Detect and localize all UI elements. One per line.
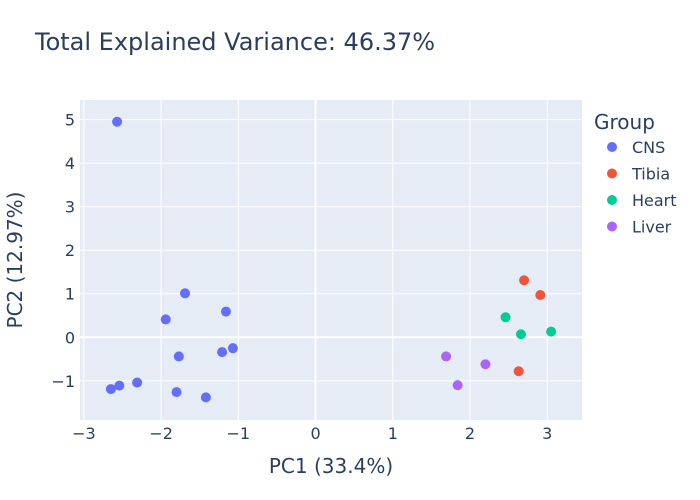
legend-marker	[607, 168, 617, 179]
legend-item-tibia[interactable]: Tibia	[607, 165, 670, 184]
point-liver[interactable]	[452, 380, 463, 391]
point-cns[interactable]	[171, 387, 182, 398]
y-tick-label: 1	[65, 285, 75, 304]
legend-marker	[607, 142, 617, 152]
legend-item-heart[interactable]: Heart	[607, 191, 677, 210]
legend-item-cns[interactable]: CNS	[607, 138, 665, 157]
legend-label: Tibia	[631, 165, 670, 184]
point-liver[interactable]	[441, 351, 452, 362]
x-axis-title: PC1 (33.4%)	[269, 454, 393, 478]
point-cns[interactable]	[114, 380, 125, 391]
y-tick-label: 5	[65, 111, 75, 130]
point-cns[interactable]	[112, 116, 123, 127]
y-tick-label: 4	[65, 154, 75, 173]
point-cns[interactable]	[132, 377, 143, 388]
point-tibia[interactable]	[513, 366, 524, 377]
y-tick-label: 3	[65, 198, 75, 217]
legend-label: Heart	[632, 191, 677, 210]
point-tibia[interactable]	[535, 290, 546, 301]
point-cns[interactable]	[173, 351, 184, 362]
point-cns[interactable]	[105, 384, 116, 395]
legend-item-liver[interactable]: Liver	[607, 218, 672, 237]
x-tick-label: 3	[542, 424, 552, 443]
legend-label: CNS	[632, 138, 665, 157]
chart-title: Total Explained Variance: 46.37%	[34, 28, 435, 56]
x-tick-label: −2	[149, 424, 173, 443]
y-axis-title: PC2 (12.97%)	[3, 192, 27, 329]
x-tick-label: 2	[465, 424, 475, 443]
point-tibia[interactable]	[519, 275, 530, 286]
legend-label: Liver	[632, 218, 672, 237]
point-liver[interactable]	[480, 359, 491, 370]
y-tick-label: 0	[65, 328, 75, 347]
data-points	[105, 116, 557, 403]
x-tick-label: −1	[227, 424, 251, 443]
y-tick-label: −1	[51, 372, 75, 391]
point-heart[interactable]	[546, 326, 557, 337]
legend-marker	[607, 195, 617, 205]
y-tick-label: 2	[65, 241, 75, 260]
point-cns[interactable]	[160, 314, 171, 325]
legend-title: Group	[594, 110, 655, 134]
point-cns[interactable]	[220, 306, 231, 317]
point-cns[interactable]	[227, 343, 238, 354]
tick-labels: −3 −2 −1 0 1 2 3 −1 0 1 2 3 4 5	[51, 111, 552, 443]
x-tick-label: 1	[388, 424, 398, 443]
legend: Group CNS Tibia Heart Liver	[594, 110, 677, 237]
grid-lines	[80, 100, 582, 420]
plot-area	[80, 100, 582, 420]
x-tick-label: −3	[72, 424, 96, 443]
point-heart[interactable]	[515, 329, 526, 340]
x-tick-label: 0	[310, 424, 320, 443]
point-cns[interactable]	[217, 347, 228, 358]
legend-marker	[607, 221, 617, 232]
legend-items: CNS Tibia Heart Liver	[607, 138, 677, 237]
point-heart[interactable]	[500, 312, 511, 323]
point-cns[interactable]	[180, 288, 191, 299]
point-cns[interactable]	[200, 392, 211, 403]
